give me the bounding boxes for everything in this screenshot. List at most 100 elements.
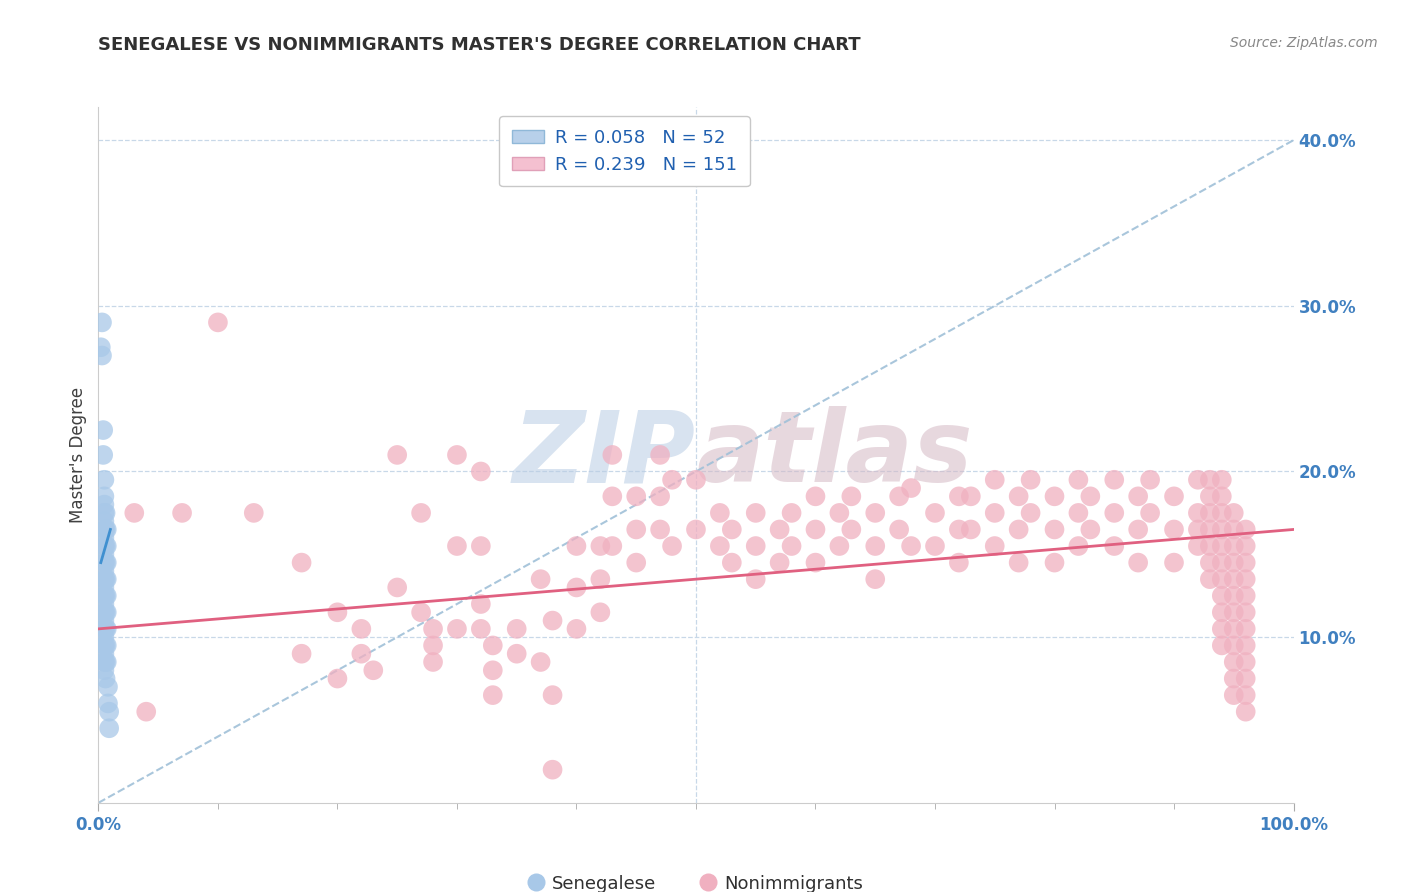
Point [624,489,647,503]
Point [924,539,946,553]
Point [1007,556,1029,570]
Point [863,539,886,553]
Point [91,349,114,363]
Point [1222,622,1246,636]
Point [1080,523,1102,537]
Point [385,581,409,595]
Point [422,622,444,636]
Point [780,506,803,520]
Point [1139,473,1161,487]
Point [93,473,115,487]
Point [411,506,433,520]
Point [1234,705,1257,719]
Point [541,763,564,777]
Point [624,523,647,537]
Point [93,663,115,677]
Point [1102,506,1125,520]
Point [768,523,790,537]
Point [1128,523,1150,537]
Point [1198,539,1220,553]
Point [93,647,115,661]
Point [1234,672,1257,686]
Point [804,489,827,503]
Point [446,448,468,462]
Point [481,663,505,677]
Point [1102,473,1125,487]
Point [94,622,117,636]
Point [1234,523,1257,537]
Point [1222,589,1246,603]
Point [1211,506,1233,520]
Point [326,605,349,619]
Point [529,655,551,669]
Point [93,630,115,644]
Point [1211,622,1233,636]
Text: atlas: atlas [696,407,973,503]
Point [721,556,744,570]
Point [1043,523,1066,537]
Point [93,498,115,512]
Point [1019,473,1042,487]
Point [780,539,803,553]
Point [135,705,157,719]
Point [1067,473,1090,487]
Point [589,605,612,619]
Point [93,605,115,619]
Point [93,655,115,669]
Point [385,448,409,462]
Point [709,539,731,553]
Point [1234,688,1257,702]
Text: ZIP: ZIP [513,407,696,503]
Point [1198,572,1220,586]
Point [889,489,911,503]
Point [685,523,707,537]
Point [243,506,266,520]
Point [94,506,117,520]
Point [94,655,117,669]
Point [93,589,115,603]
Point [94,639,117,653]
Point [600,539,623,553]
Point [98,705,121,719]
Point [565,581,588,595]
Point [1198,556,1220,570]
Point [1222,655,1246,669]
Point [863,506,886,520]
Point [93,514,115,528]
Text: Source: ZipAtlas.com: Source: ZipAtlas.com [1230,36,1378,50]
Point [804,556,827,570]
Point [1043,489,1066,503]
Point [1222,523,1246,537]
Point [90,340,112,354]
Point [1234,622,1257,636]
Point [94,572,117,586]
Point [1222,556,1246,570]
Point [1007,523,1029,537]
Point [350,647,373,661]
Point [96,572,118,586]
Point [446,622,468,636]
Point [1234,556,1257,570]
Point [481,639,505,653]
Point [1102,539,1125,553]
Point [1234,655,1257,669]
Point [96,523,118,537]
Point [1211,523,1233,537]
Point [685,473,707,487]
Point [93,506,115,520]
Point [96,589,118,603]
Point [948,556,970,570]
Point [1198,506,1220,520]
Point [1187,473,1209,487]
Point [1211,539,1233,553]
Point [1187,523,1209,537]
Point [648,448,672,462]
Point [1187,539,1209,553]
Point [93,523,115,537]
Point [1163,523,1185,537]
Point [648,489,672,503]
Point [745,539,768,553]
Point [900,539,922,553]
Point [889,523,911,537]
Point [1234,605,1257,619]
